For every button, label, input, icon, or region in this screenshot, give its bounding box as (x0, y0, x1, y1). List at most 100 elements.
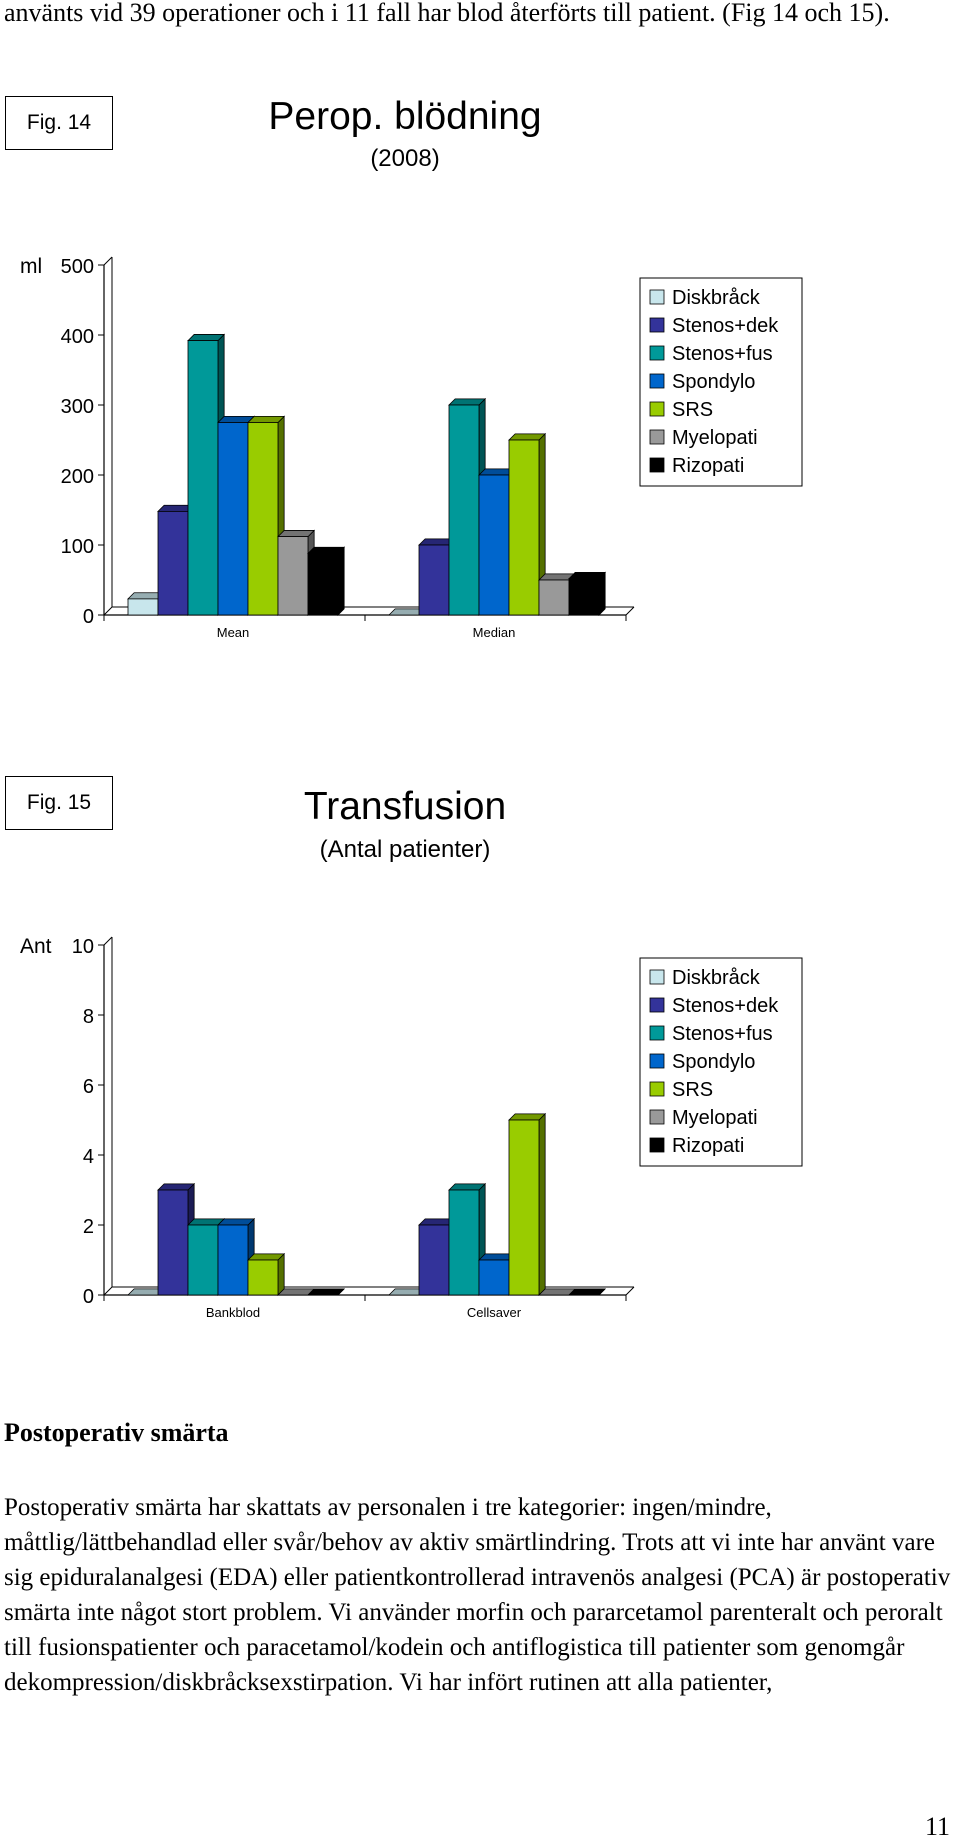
legend-swatch (649, 457, 665, 473)
legend-label: Spondylo (672, 1051, 755, 1073)
legend-label: SRS (672, 399, 713, 421)
chart-perop-blodning: ml 0 100 200 300 400 500 Mean Median Diskbråck Ste… (20, 255, 803, 640)
bar-front (478, 1259, 510, 1296)
y-axis-label: ml (20, 255, 42, 278)
legend-swatch (649, 401, 665, 417)
bar-front (307, 552, 339, 616)
bar-side (538, 1112, 546, 1296)
legend-label: Rizopati (672, 455, 744, 477)
y-tick-label: 0 (83, 606, 94, 628)
bar-front (448, 404, 480, 616)
intro-paragraph: använts vid 39 operationer och i 11 fall… (4, 0, 890, 27)
bar-top (247, 415, 286, 423)
y-axis-label: Ant (20, 935, 52, 958)
chart-title: Perop. blödning (268, 95, 542, 138)
bar-front (247, 422, 279, 616)
body-paragraph: Postoperativ smärta har skattats av pers… (4, 1494, 951, 1696)
x-tick-label: Bankblod (206, 1305, 260, 1320)
x-tick-label: Mean (217, 625, 250, 640)
bar-top (217, 1218, 256, 1226)
legend-label: SRS (672, 1079, 713, 1101)
legend-swatch (649, 969, 665, 985)
bar-side (337, 546, 345, 616)
bar-top (247, 1253, 286, 1261)
bar-top (187, 334, 226, 341)
x-axis-end (625, 1286, 635, 1296)
section-heading: Postoperativ smärta (4, 1418, 229, 1447)
bar (307, 1288, 346, 1296)
legend-label: Myelopati (672, 427, 758, 449)
axis-depth-top (103, 256, 113, 266)
bar-front (568, 578, 600, 616)
bar-front (187, 340, 219, 616)
bar-front (538, 579, 570, 616)
fig-15-label: Fig. 15 (5, 776, 113, 830)
legend-label: Diskbråck (672, 967, 761, 989)
y-tick-label: 200 (61, 466, 94, 488)
bar-front (217, 422, 249, 616)
bar-front (418, 544, 450, 616)
chart-transfusion: Ant 0 2 4 6 8 10 Bankblod Cellsaver Diskbråck Sten… (20, 935, 803, 1320)
bar (247, 415, 286, 616)
y-tick-label: 400 (61, 326, 94, 348)
legend-swatch (649, 1137, 665, 1153)
bar (568, 571, 607, 616)
y-tick-label: 100 (61, 536, 94, 558)
bar-side (277, 1252, 285, 1296)
legend-label: Stenos+dek (672, 315, 779, 337)
legend-swatch (649, 997, 665, 1013)
axis-depth-top (103, 936, 113, 946)
bar-top (277, 530, 316, 538)
y-tick-label: 4 (83, 1146, 94, 1168)
legend-swatch (649, 373, 665, 389)
x-tick-label: Median (473, 625, 516, 640)
bar-top (157, 1183, 196, 1191)
bar (307, 546, 346, 616)
bar-top (508, 433, 547, 441)
bar (157, 1182, 196, 1296)
chart-subtitle: (2008) (370, 145, 440, 172)
x-axis-end (625, 606, 635, 616)
y-tick-label: 300 (61, 396, 94, 418)
bar-front (448, 1189, 480, 1296)
bar (247, 1252, 286, 1296)
bar-front (277, 536, 309, 616)
legend-box (639, 957, 803, 1167)
legend-label: Diskbråck (672, 287, 761, 309)
legend-label: Stenos+dek (672, 995, 779, 1017)
chart-subtitle: (Antal patienter) (319, 836, 491, 863)
legend-swatch (649, 289, 665, 305)
bar-front (508, 439, 540, 616)
bar (508, 1112, 547, 1296)
bar-front (157, 510, 189, 616)
axis-depth-bottom (103, 1286, 113, 1296)
legend-swatch (649, 1109, 665, 1125)
y-tick-label: 8 (83, 1006, 94, 1028)
y-tick-label: 6 (83, 1076, 94, 1098)
legend-swatch (649, 1025, 665, 1041)
bar-front (127, 598, 159, 616)
bar-top (448, 1183, 487, 1191)
legend-label: Stenos+fus (672, 1023, 773, 1045)
bar-front (478, 474, 510, 616)
bar-top (307, 546, 346, 554)
legend-swatch (649, 1053, 665, 1069)
y-tick-label: 2 (83, 1216, 94, 1238)
bar-front (217, 1224, 249, 1296)
bar-top (568, 1288, 607, 1296)
bar-top (568, 572, 607, 580)
legend-box (639, 277, 803, 487)
bar-front (157, 1189, 189, 1296)
x-tick-label: Cellsaver (467, 1305, 522, 1320)
fig-14-label: Fig. 14 (5, 96, 113, 150)
legend-swatch (649, 429, 665, 445)
bar-top (307, 1288, 346, 1296)
bar-front (418, 1224, 450, 1296)
bar-front (508, 1119, 540, 1296)
bar-top (448, 398, 487, 406)
chart-title: Transfusion (303, 785, 507, 828)
legend-swatch (649, 1081, 665, 1097)
bar-front (247, 1259, 279, 1296)
axis-depth-bottom (103, 606, 113, 616)
y-tick-label: 0 (83, 1286, 94, 1308)
